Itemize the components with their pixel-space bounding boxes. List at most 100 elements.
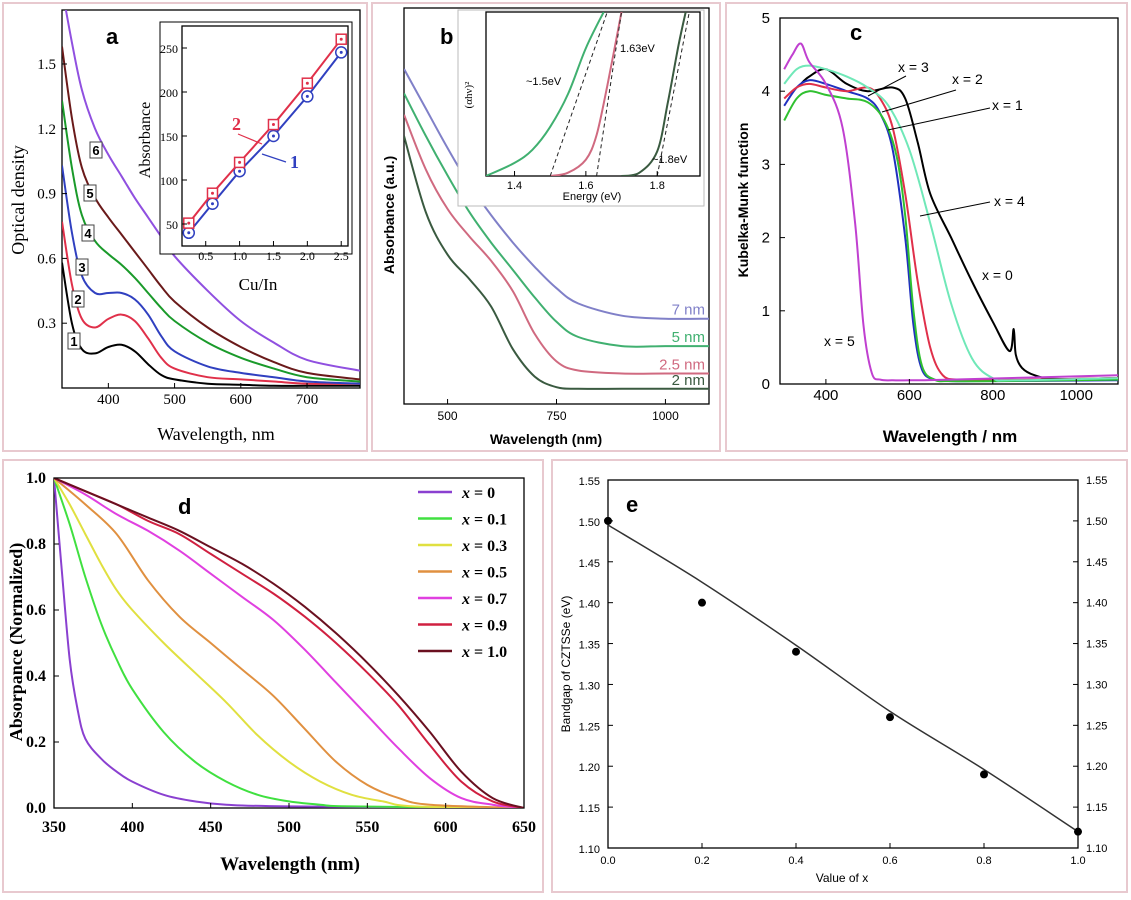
panel-e-points	[604, 516, 1082, 836]
panel-a-x-tick-label: 500	[163, 392, 186, 408]
panel-a-inset-marker-dot	[305, 81, 309, 85]
panel-a-inset-y-ticks: 50 100 150 200 250	[160, 42, 187, 232]
panel-d-y-tick-label: 0.8	[26, 536, 46, 553]
panel-d-legend-label-7: = 1.0	[474, 644, 507, 661]
panel-a-x-tick-label: 400	[97, 392, 120, 408]
panel-a-y-tick-label: 0.6	[37, 251, 56, 267]
panel-a-inset-marker-dot	[238, 160, 242, 164]
panel-c-x-tick-label: 1000	[1060, 387, 1093, 404]
panel-a-inset-x-label: Cu/In	[239, 275, 278, 294]
panel-a-inset-x-tick-label: 2.0	[300, 249, 315, 263]
panel-a-inset-y-tick-label: 150	[160, 130, 178, 144]
panel-e-y-left-tick-label: 1.30	[579, 680, 600, 692]
curve-label-box	[75, 258, 89, 276]
panel-d-frame	[2, 459, 544, 893]
panel-e-y-right-tick-label: 1.45	[1086, 557, 1107, 569]
panel-b-series-label-3: 5 nm	[672, 329, 705, 346]
panel-e-x-tick-label: 0.2	[694, 855, 709, 867]
panel-a-series-4	[62, 100, 360, 383]
panel-d-x-tick-label: 350	[42, 819, 66, 836]
panel-a-inset-x-tick-label: 1.0	[232, 249, 247, 263]
panel-e-y-left-tick-label: 1.55	[579, 476, 600, 488]
panel-a-x-tick-label: 600	[230, 392, 253, 408]
panel-a-y-tick-label: 0.3	[37, 316, 56, 332]
curve-label-1: 1	[70, 334, 77, 349]
panel-c-y-tick-label: 0	[762, 376, 770, 393]
panel-d-x-tick-label: 550	[355, 819, 379, 836]
panel-a-inset-x-ticks: 0.5 1.0 1.5 2.0 2.5	[198, 241, 349, 263]
annotation-x0: x = 0	[982, 267, 1013, 283]
panel-a-inset-x-tick-label: 2.5	[334, 249, 349, 263]
panel-c-x-tick-label: 600	[897, 387, 922, 404]
inset-label-2-pointer	[237, 133, 263, 145]
panel-a-series-5	[62, 46, 360, 381]
panel-e-y-left-tick-label: 1.40	[579, 599, 600, 611]
panel-d-x-ticks: 350 400 450 500 550 600 650	[42, 803, 536, 836]
panel-b-series-label-1: 2 nm	[672, 372, 705, 389]
panel-d-y-tick-label: 0.4	[26, 668, 46, 685]
panel-e-data-point	[792, 647, 800, 656]
panel-e-x-tick-label: 0.0	[600, 855, 615, 867]
curve-label-box	[83, 184, 97, 202]
panel-b-inset-x-tick-label: 1.4	[507, 180, 522, 192]
inset-annotation-1: ~1.5eV	[526, 76, 562, 88]
panel-d-legend-label-1: = 0	[474, 485, 495, 502]
panel-d-label: d	[178, 494, 191, 519]
panel-e-y-left-tick-label: 1.25	[579, 721, 600, 733]
panel-e-y-left-tick-label: 1.20	[579, 762, 600, 774]
panel-c-series-4	[783, 90, 1118, 383]
panel-e-y-left-tick-label: 1.50	[579, 517, 600, 529]
panel-b-inset-series-2	[550, 12, 623, 176]
annotation-x3: x = 3	[898, 59, 929, 75]
panel-b-series-4	[404, 68, 709, 320]
panel-a-y-tick-label: 0.9	[37, 187, 56, 203]
panel-d-series-1	[54, 478, 524, 808]
panel-d-legend-label-6: = 0.9	[474, 618, 507, 635]
panel-d-y-ticks: 0.0 0.2 0.4 0.6 0.8 1.0	[26, 470, 59, 817]
panel-c-x-ticks: 400 600 800 1000	[813, 379, 1093, 404]
panel-a-x-tick-label: 700	[296, 392, 319, 408]
panel-b-series-2	[404, 114, 709, 375]
panel-a-inset-marker-dot	[187, 221, 191, 225]
panel-e-label: e	[626, 492, 638, 517]
panel-d-legend-label-5: = 0.7	[474, 591, 507, 608]
panel-b-x-ticks: 500 750 1000	[438, 399, 679, 423]
panel-d-y-tick-label: 0.0	[26, 800, 46, 817]
annotation-x2-pointer	[881, 89, 957, 113]
panel-b-frame	[371, 2, 721, 452]
panel-d-y-tick-label: 0.6	[26, 602, 46, 619]
panel-b-curves	[404, 68, 709, 390]
panel-b-inset-x-tick-label: 1.8	[650, 180, 665, 192]
panel-d-series-3	[54, 478, 524, 808]
panel-d-legend-label-3: = 0.3	[474, 538, 507, 555]
panel-e-data-point	[1074, 827, 1082, 836]
panel-d-legend-prefix: x	[461, 538, 470, 555]
panel-a-inset-x-tick-label: 0.5	[198, 249, 213, 263]
panel-c-series-1	[800, 68, 1118, 381]
panel-e-fit-curve	[607, 524, 1079, 833]
curve-label-2: 2	[74, 292, 81, 307]
panel-e-y-right-tick-label: 1.55	[1086, 475, 1107, 487]
panel-b-inset-series-3	[621, 12, 687, 176]
panel-a-frame	[2, 2, 368, 452]
panel-e-y-right-tick-label: 1.10	[1086, 843, 1107, 855]
annotation-x1-pointer	[887, 107, 991, 131]
panel-c-y-ticks: 0 1 2 3 4 5	[762, 10, 785, 393]
panel-a-inset-marker-dot	[210, 191, 214, 195]
panel-d-x-tick-label: 600	[434, 819, 458, 836]
panel-b: 500 750 1000 b Wavelength (nm) Absorbance …	[381, 7, 710, 447]
panel-d-series-2	[54, 478, 524, 808]
panel-a-curves	[62, 10, 360, 387]
panel-c-frame	[725, 2, 1128, 452]
panel-b-inset-series-1	[486, 12, 605, 176]
panel-d-series-4	[54, 478, 524, 808]
panel-b-y-label: Absorbance (a.u.)	[381, 156, 397, 274]
panel-b-series-1	[404, 135, 709, 390]
panel-b-inset-x-label: Energy (eV)	[563, 191, 622, 203]
panel-b-inset-x-ticks: 1.4 1.6 1.8	[507, 171, 665, 192]
panel-a-series-2	[62, 221, 360, 385]
panel-b-inset-y-label: (αhν)²	[463, 81, 475, 109]
panel-a-y-label: Optical density	[8, 145, 28, 254]
panel-a-inset-y-tick-label: 250	[160, 42, 178, 56]
